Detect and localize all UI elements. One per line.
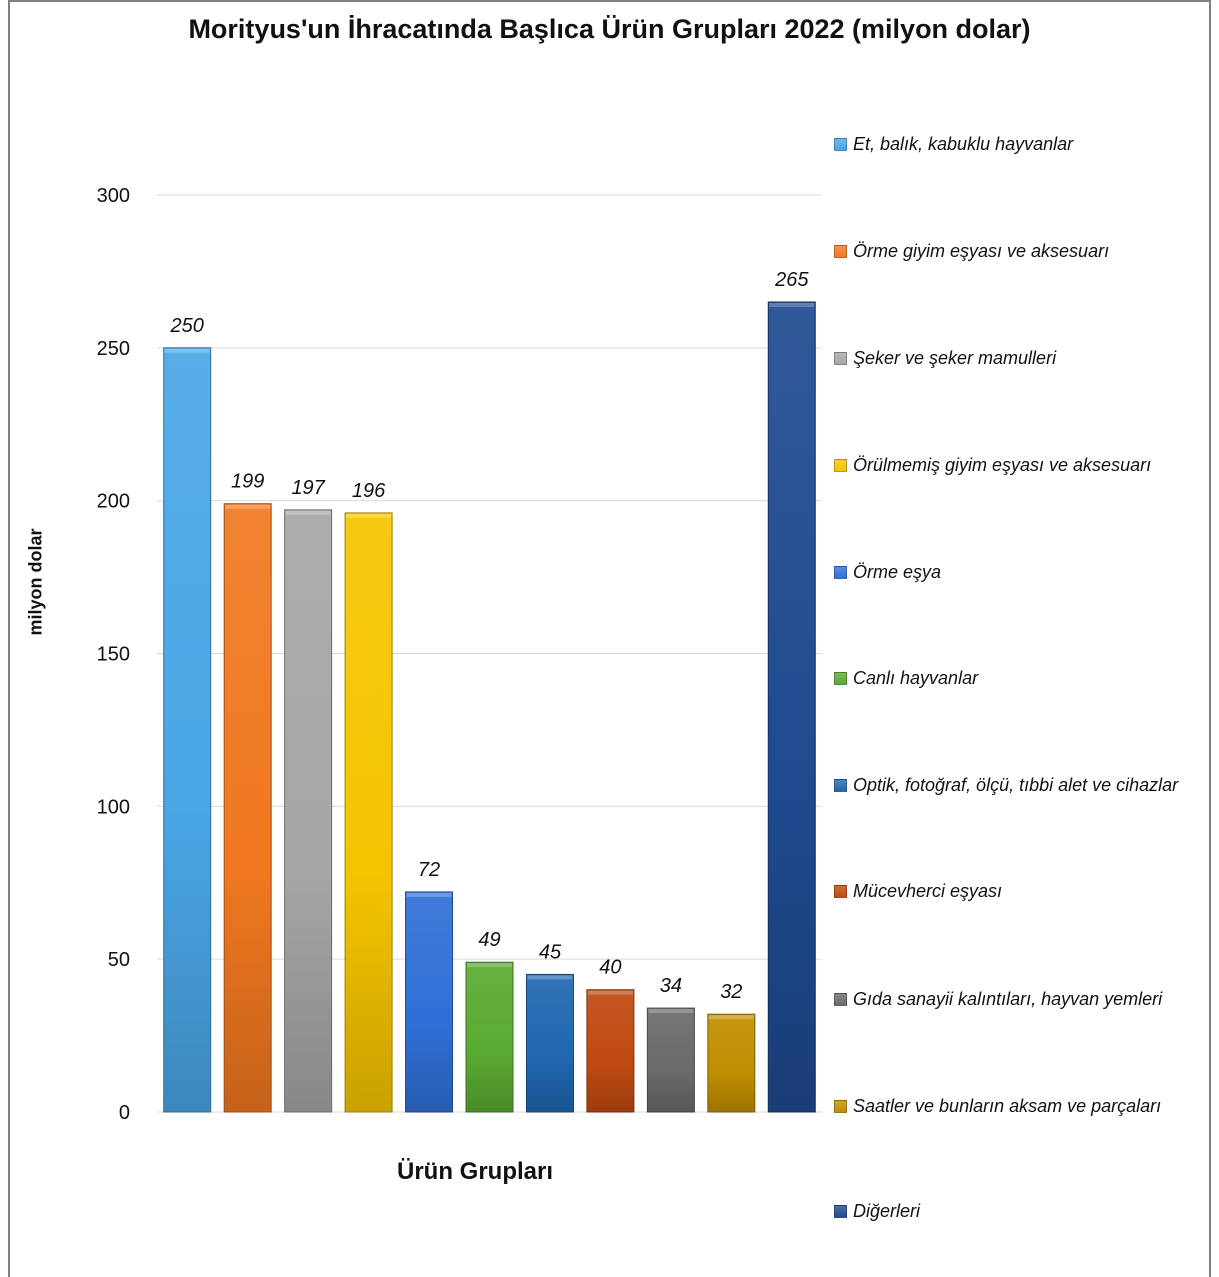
legend-item: Örülmemiş giyim eşyası ve aksesuarı (834, 451, 1214, 480)
value-label-10: 32 (720, 981, 742, 1003)
bar-7 (525, 973, 574, 1113)
bar-cap-8 (587, 990, 633, 995)
y-tick-label: 150 (97, 644, 130, 666)
legend-swatch (834, 245, 847, 258)
bars (163, 301, 816, 1113)
value-label-3: 197 (291, 477, 325, 499)
legend-item: Optik, fotoğraf, ölçü, tıbbi alet ve cih… (834, 771, 1214, 800)
legend-swatch (834, 138, 847, 151)
value-label-6: 49 (478, 929, 500, 951)
legend-item: Örme giyim eşyası ve aksesuarı (834, 237, 1214, 266)
bar-cap-6 (467, 963, 512, 968)
y-tick-label: 50 (108, 949, 130, 971)
legend-item: Gıda sanayii kalıntıları, hayvan yemleri (834, 985, 1214, 1014)
legend-item: Mücevherci eşyası (834, 877, 1214, 906)
bar-cap-4 (346, 513, 392, 518)
legend-swatch (834, 885, 847, 898)
bar-4 (344, 512, 393, 1113)
legend-item: Örme eşya (834, 558, 1214, 587)
bar-cap-1 (164, 348, 210, 353)
legend-label: Et, balık, kabuklu hayvanlar (853, 134, 1074, 154)
y-tick-labels: 0 50 100 150 200 250 300 (97, 185, 130, 1124)
bar-1 (163, 347, 212, 1113)
bar-cap-11 (769, 302, 815, 307)
legend-swatch (834, 672, 847, 685)
y-tick-label: 100 (97, 796, 130, 818)
legend-item: Saatler ve bunların aksam ve parçaları (834, 1092, 1214, 1121)
legend-label: Mücevherci eşyası (853, 881, 1003, 901)
bar-cap-9 (648, 1009, 694, 1014)
legend-label: Optik, fotoğraf, ölçü, tıbbi alet ve cih… (853, 775, 1179, 795)
legend-swatch (834, 352, 847, 365)
bar-2 (223, 503, 272, 1113)
value-label-2: 199 (231, 471, 264, 493)
bar-10 (707, 1013, 756, 1113)
bar-9 (646, 1007, 695, 1113)
y-tick-label: 300 (97, 185, 130, 207)
value-label-9: 34 (660, 975, 682, 997)
legend-swatch (834, 1205, 847, 1218)
legend-label: Örme giyim eşyası ve aksesuarı (853, 241, 1110, 261)
bar-6 (465, 961, 514, 1113)
x-axis-label: Ürün Grupları (396, 1158, 554, 1185)
y-tick-label: 0 (119, 1102, 130, 1124)
legend-item: Et, balık, kabuklu hayvanlar (834, 130, 1214, 159)
value-label-5: 72 (418, 859, 440, 881)
legend-label: Örme eşya (853, 562, 942, 582)
legend-label: Saatler ve bunların aksam ve parçaları (853, 1096, 1162, 1116)
chart-title: Morityus'un İhracatında Başlıca Ürün Gru… (188, 14, 1031, 44)
legend-swatch (834, 779, 847, 792)
bar-cap-2 (225, 504, 271, 509)
legend-label: Canlı hayvanlar (853, 668, 979, 688)
legend-label: Şeker ve şeker mamulleri (853, 348, 1057, 368)
bar-cap-7 (527, 975, 573, 980)
legend-item: Canlı hayvanlar (834, 664, 1214, 693)
legend-label: Örülmemiş giyim eşyası ve aksesuarı (853, 455, 1152, 475)
value-labels: 250 199 197 196 72 49 45 40 34 32 265 (170, 269, 810, 1003)
legend-swatch (834, 1100, 847, 1113)
value-label-1: 250 (170, 315, 204, 337)
legend-swatch (834, 993, 847, 1006)
bar-11 (767, 301, 816, 1113)
value-label-11: 265 (774, 269, 809, 291)
bar-cap-3 (285, 510, 331, 515)
bar-3 (284, 509, 333, 1113)
bar-8 (586, 989, 635, 1113)
y-tick-label: 250 (97, 338, 130, 360)
legend-label: Gıda sanayii kalıntıları, hayvan yemleri (853, 989, 1163, 1009)
bar-cap-10 (708, 1015, 754, 1020)
legend-swatch (834, 566, 847, 579)
value-label-7: 45 (539, 941, 562, 963)
y-tick-label: 200 (97, 491, 130, 513)
legend-item: Diğerleri (834, 1197, 1214, 1226)
value-label-8: 40 (599, 957, 621, 979)
legend-label: Diğerleri (853, 1201, 921, 1221)
bar-5 (405, 891, 454, 1113)
value-label-4: 196 (352, 480, 386, 502)
legend-item: Şeker ve şeker mamulleri (834, 344, 1214, 373)
legend-swatch (834, 459, 847, 472)
bar-cap-5 (406, 892, 452, 897)
